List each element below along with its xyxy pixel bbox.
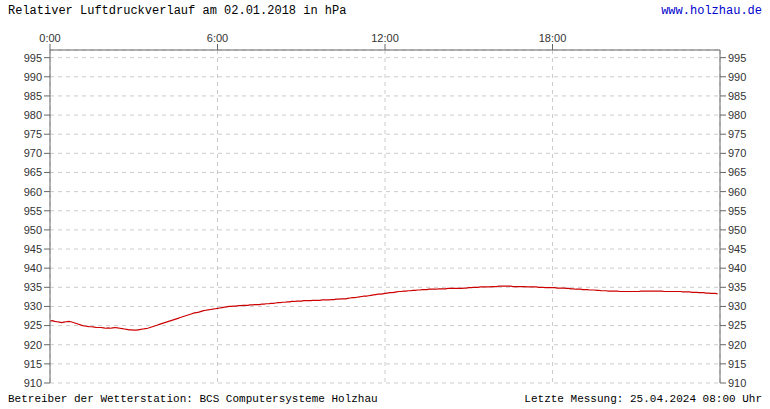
svg-text:935: 935 bbox=[24, 281, 42, 293]
html-text:www.holzhau.de: www.holzhau.de bbox=[661, 4, 762, 18]
svg-text:960: 960 bbox=[728, 186, 746, 198]
svg-text:12:00: 12:00 bbox=[371, 32, 399, 44]
html-text:Letzte Messung: 25.04.2024 08:: Letzte Messung: 25.04.2024 08:00 Uhr bbox=[524, 393, 762, 405]
svg-text:920: 920 bbox=[24, 339, 42, 351]
svg-text:950: 950 bbox=[24, 224, 42, 236]
svg-text:920: 920 bbox=[728, 339, 746, 351]
svg-text:925: 925 bbox=[728, 319, 746, 331]
svg-text:965: 965 bbox=[728, 166, 746, 178]
html-text:Relativer Luftdruckverlauf am: Relativer Luftdruckverlauf am 02.01.2018… bbox=[8, 4, 347, 18]
svg-text:0:00: 0:00 bbox=[39, 32, 60, 44]
svg-text:995: 995 bbox=[24, 52, 42, 64]
svg-text:980: 980 bbox=[24, 109, 42, 121]
html-text:Betreiber der Wetterstation: B: Betreiber der Wetterstation: BCS Compute… bbox=[8, 393, 378, 405]
svg-text:975: 975 bbox=[728, 128, 746, 140]
svg-text:930: 930 bbox=[24, 300, 42, 312]
svg-text:955: 955 bbox=[728, 205, 746, 217]
svg-text:945: 945 bbox=[24, 243, 42, 255]
svg-text:970: 970 bbox=[728, 147, 746, 159]
svg-text:925: 925 bbox=[24, 319, 42, 331]
svg-text:915: 915 bbox=[24, 358, 42, 370]
svg-text:965: 965 bbox=[24, 166, 42, 178]
svg-text:950: 950 bbox=[728, 224, 746, 236]
svg-text:960: 960 bbox=[24, 186, 42, 198]
svg-text:995: 995 bbox=[728, 52, 746, 64]
svg-text:18:00: 18:00 bbox=[539, 32, 567, 44]
svg-text:970: 970 bbox=[24, 147, 42, 159]
svg-text:910: 910 bbox=[24, 377, 42, 387]
svg-text:975: 975 bbox=[24, 128, 42, 140]
svg-text:990: 990 bbox=[728, 71, 746, 83]
svg-text:955: 955 bbox=[24, 205, 42, 217]
svg-text:910: 910 bbox=[728, 377, 746, 387]
svg-text:935: 935 bbox=[728, 281, 746, 293]
svg-text:980: 980 bbox=[728, 109, 746, 121]
svg-text:915: 915 bbox=[728, 358, 746, 370]
svg-text:6:00: 6:00 bbox=[207, 32, 228, 44]
svg-text:940: 940 bbox=[24, 262, 42, 274]
svg-text:985: 985 bbox=[728, 90, 746, 102]
svg-text:940: 940 bbox=[728, 262, 746, 274]
svg-text:990: 990 bbox=[24, 71, 42, 83]
svg-text:930: 930 bbox=[728, 300, 746, 312]
svg-text:985: 985 bbox=[24, 90, 42, 102]
svg-text:945: 945 bbox=[728, 243, 746, 255]
